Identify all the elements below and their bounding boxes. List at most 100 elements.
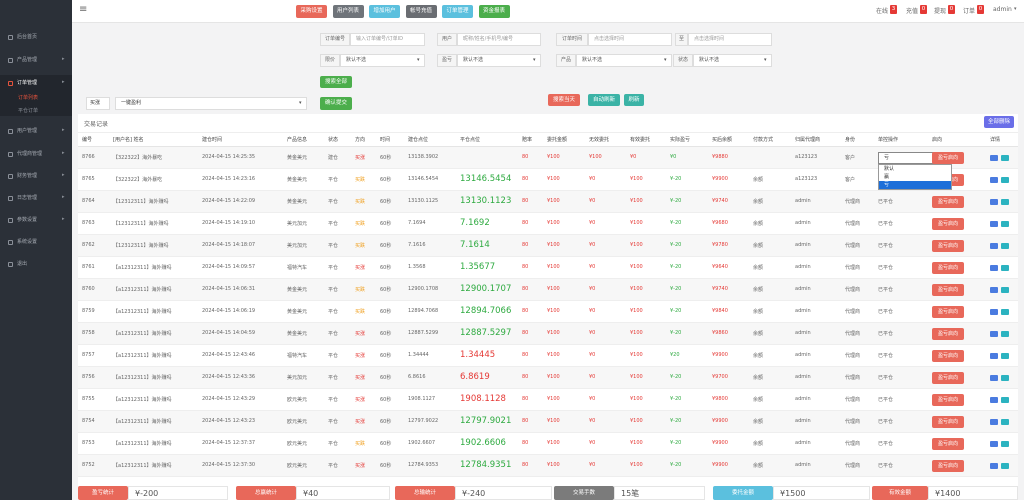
- filter-select[interactable]: 默认不选: [340, 54, 425, 67]
- auto-refresh-button[interactable]: 自动刷新: [588, 94, 620, 106]
- top-button[interactable]: 资金报表: [478, 5, 510, 18]
- direction-button[interactable]: 盈亏启向: [932, 350, 964, 362]
- filter-select[interactable]: 默认不选: [457, 54, 541, 67]
- direction-button[interactable]: 盈亏启向: [932, 306, 964, 318]
- cell: ¥100: [547, 462, 560, 468]
- menu-item[interactable]: 代理商管理: [17, 151, 43, 157]
- close-price: 6.8619: [460, 372, 490, 382]
- dropdown-option[interactable]: 亏: [879, 181, 951, 189]
- menu-item[interactable]: 参数设置: [17, 217, 38, 223]
- status-badge: 3: [890, 5, 897, 14]
- menu-item[interactable]: 退出: [17, 261, 28, 267]
- cell: ¥100: [630, 374, 643, 380]
- detail-icon[interactable]: [990, 221, 998, 227]
- detail-icon[interactable]: [1001, 397, 1009, 403]
- detail-icon[interactable]: [1001, 221, 1009, 227]
- table-row: [78, 345, 1018, 367]
- detail-icon[interactable]: [1001, 243, 1009, 249]
- detail-icon[interactable]: [1001, 463, 1009, 469]
- detail-icon[interactable]: [990, 331, 998, 337]
- cell: 余额: [753, 331, 764, 337]
- detail-icon[interactable]: [1001, 177, 1009, 183]
- detail-icon[interactable]: [1001, 375, 1009, 381]
- status-label: 在线: [876, 8, 889, 15]
- direction-button[interactable]: 盈亏启向: [932, 394, 964, 406]
- top-button[interactable]: 采购设置: [296, 5, 327, 18]
- cell: 13146.5454: [408, 176, 439, 182]
- menu-item[interactable]: 用户管理: [17, 128, 38, 134]
- menu-toggle[interactable]: ≡: [79, 4, 88, 15]
- delete-all-button[interactable]: 全部删除: [984, 116, 1014, 128]
- detail-icon[interactable]: [1001, 353, 1009, 359]
- filter-select[interactable]: 默认不选: [693, 54, 772, 67]
- top-button[interactable]: 帐号充值: [405, 5, 437, 18]
- menu-icon: [8, 58, 13, 63]
- direction-button[interactable]: 盈亏启向: [932, 218, 964, 230]
- menu-item[interactable]: 后台首页: [17, 34, 38, 40]
- detail-icon[interactable]: [990, 309, 998, 315]
- detail-icon[interactable]: [990, 155, 998, 161]
- detail-icon[interactable]: [1001, 199, 1009, 205]
- direction-button[interactable]: 盈亏启向: [932, 262, 964, 274]
- table-row: [78, 279, 1018, 301]
- direction-button[interactable]: 盈亏启向: [932, 460, 964, 472]
- detail-icon[interactable]: [1001, 331, 1009, 337]
- cell: 8765: [82, 176, 95, 182]
- detail-icon[interactable]: [1001, 419, 1009, 425]
- direction-button[interactable]: 盈亏启向: [932, 240, 964, 252]
- submenu-item[interactable]: 订单列表: [18, 95, 39, 101]
- detail-icon[interactable]: [990, 177, 998, 183]
- direction-button[interactable]: 盈亏启向: [932, 416, 964, 428]
- direction-select[interactable]: 买涨: [86, 97, 110, 110]
- direction-button[interactable]: 盈亏启向: [932, 284, 964, 296]
- detail-icon[interactable]: [1001, 287, 1009, 293]
- filter-select[interactable]: 默认不选: [576, 54, 672, 67]
- top-button[interactable]: 增加用户: [369, 5, 400, 18]
- detail-icon[interactable]: [990, 287, 998, 293]
- filter-input[interactable]: 输入订单编号/订单ID: [350, 33, 425, 46]
- filter-input[interactable]: 昵称/姓名/手机号/编号: [457, 33, 541, 46]
- top-button[interactable]: 用户列表: [332, 5, 364, 18]
- column-header: 无效委托: [589, 137, 610, 143]
- detail-icon[interactable]: [990, 199, 998, 205]
- cell: 代理商: [845, 353, 861, 359]
- detail-icon[interactable]: [990, 265, 998, 271]
- menu-item[interactable]: 财务管理: [17, 173, 38, 179]
- confirm-button[interactable]: 确认提交: [320, 97, 352, 110]
- direction-button[interactable]: 盈亏启向: [932, 196, 964, 208]
- search-all-button[interactable]: 搜索全部: [320, 76, 352, 88]
- detail-icon[interactable]: [990, 375, 998, 381]
- detail-icon[interactable]: [1001, 441, 1009, 447]
- cell: 买涨: [355, 463, 366, 469]
- menu-item[interactable]: 系统设置: [17, 239, 38, 245]
- detail-icon[interactable]: [990, 353, 998, 359]
- cell: 60秒: [380, 441, 392, 447]
- menu-item[interactable]: 订单管理: [17, 80, 38, 86]
- refresh-button[interactable]: 刷新: [624, 94, 644, 106]
- profit-select[interactable]: 一键盈利: [115, 97, 307, 110]
- top-button[interactable]: 订单管理: [442, 5, 473, 18]
- direction-button[interactable]: 盈亏启向: [932, 328, 964, 340]
- direction-button[interactable]: 盈亏启向: [932, 152, 964, 164]
- select-caret: ▾: [299, 100, 302, 106]
- filter-input[interactable]: 点击选择时间: [688, 33, 772, 46]
- direction-button[interactable]: 盈亏启向: [932, 372, 964, 384]
- menu-item[interactable]: 日志管理: [17, 195, 38, 201]
- detail-icon[interactable]: [990, 243, 998, 249]
- dropdown-option[interactable]: 赢: [884, 174, 890, 180]
- detail-icon[interactable]: [990, 441, 998, 447]
- detail-icon[interactable]: [1001, 155, 1009, 161]
- user-name[interactable]: admin: [993, 6, 1012, 13]
- cell: 8764: [82, 198, 95, 204]
- detail-icon[interactable]: [990, 463, 998, 469]
- detail-icon[interactable]: [1001, 265, 1009, 271]
- submenu-item[interactable]: 平仓订单: [18, 108, 39, 114]
- direction-button[interactable]: 盈亏启向: [932, 438, 964, 450]
- dropdown-option[interactable]: 默认: [884, 166, 895, 172]
- search-today-button[interactable]: 搜索当天: [548, 94, 580, 106]
- filter-input[interactable]: 点击选择时间: [588, 33, 672, 46]
- detail-icon[interactable]: [990, 419, 998, 425]
- menu-item[interactable]: 产品管理: [17, 57, 38, 63]
- detail-icon[interactable]: [990, 397, 998, 403]
- detail-icon[interactable]: [1001, 309, 1009, 315]
